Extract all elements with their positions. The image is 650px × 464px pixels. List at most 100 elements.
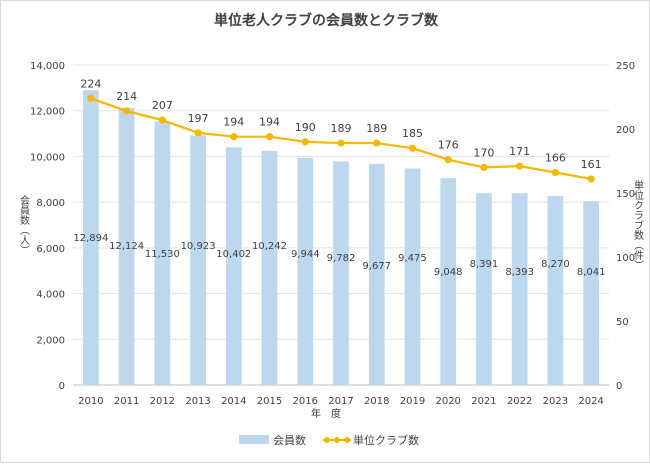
line-point <box>480 163 488 171</box>
bar <box>333 161 349 385</box>
x-tick-label: 2021 <box>471 396 496 407</box>
left-tick-label: 10,000 <box>30 152 65 163</box>
bar-data-label: 11,530 <box>145 249 180 260</box>
left-axis-ticks: 0 2,000 4,000 6,000 8,000 10,000 12,000 14,000 <box>30 61 65 392</box>
line-point <box>587 175 595 183</box>
bar <box>297 157 314 385</box>
x-tick-label: 2014 <box>221 396 246 407</box>
bar <box>118 107 135 385</box>
right-tick-label: 150 <box>616 189 635 200</box>
left-axis-title: 会員数（人） <box>18 194 30 255</box>
line-data-label: 189 <box>331 122 352 135</box>
right-tick-label: 250 <box>616 61 635 72</box>
left-tick-label: 8,000 <box>36 198 65 209</box>
line-labels: 224 214 207 197 194 194 190 189 189 185 176 170 171 1… <box>80 77 601 171</box>
bar <box>190 135 206 385</box>
bar-data-label: 12,124 <box>109 241 144 252</box>
line-point <box>516 162 524 170</box>
bar-data-label: 8,393 <box>505 267 534 278</box>
line-point <box>87 94 95 102</box>
x-tick-label: 2015 <box>257 396 282 407</box>
legend-line-label: 単位クラブ数 <box>353 433 419 447</box>
bar <box>511 193 528 385</box>
line-data-label: 197 <box>188 112 209 125</box>
bar <box>225 147 242 385</box>
x-tick-label: 2011 <box>114 396 139 407</box>
legend: 会員数 単位クラブ数 <box>239 433 419 447</box>
x-tick-label: 2020 <box>435 396 460 407</box>
x-tick-label: 2024 <box>578 396 603 407</box>
bar <box>83 90 99 385</box>
line-data-label: 194 <box>259 116 280 129</box>
x-axis-title: 年 度 <box>311 407 341 420</box>
bar <box>154 121 171 385</box>
bar <box>583 201 599 385</box>
bar-data-label: 9,048 <box>434 267 463 278</box>
x-tick-label: 2013 <box>185 396 210 407</box>
left-tick-label: 12,000 <box>30 107 65 118</box>
bar-data-label: 8,270 <box>541 259 570 270</box>
right-tick-label: 200 <box>616 125 635 136</box>
line-point <box>551 168 560 177</box>
bar <box>547 195 564 385</box>
line-point <box>230 133 238 141</box>
left-tick-label: 0 <box>59 381 65 392</box>
line-data-label: 189 <box>366 122 387 135</box>
left-tick-label: 2,000 <box>36 335 65 346</box>
line-point <box>265 133 274 141</box>
line-point <box>337 139 345 147</box>
bar-data-label: 10,923 <box>181 241 216 252</box>
bar-data-label: 8,391 <box>470 259 499 270</box>
bar <box>476 193 492 385</box>
bar-data-label: 10,242 <box>252 241 287 252</box>
right-axis-title: 単位クラブ数（件） <box>632 179 644 270</box>
legend-line-marker <box>334 437 340 443</box>
left-tick-label: 4,000 <box>36 290 65 301</box>
x-tick-label: 2017 <box>328 396 353 407</box>
bar-data-label: 9,677 <box>362 261 391 272</box>
bar-data-label: 8,041 <box>577 267 606 278</box>
x-tick-label: 2019 <box>400 396 425 407</box>
line-point <box>444 156 452 164</box>
line-data-label: 185 <box>402 127 423 140</box>
legend-line-marker <box>324 437 330 443</box>
right-tick-label: 100 <box>616 253 635 264</box>
bar-data-label: 9,475 <box>398 253 427 264</box>
bar <box>404 168 421 385</box>
legend-line-marker <box>344 437 350 443</box>
line-data-label: 166 <box>545 152 566 165</box>
left-tick-label: 14,000 <box>30 61 65 72</box>
bar-data-label: 9,944 <box>291 249 320 260</box>
line-point <box>373 139 381 147</box>
line-data-label: 190 <box>295 121 316 134</box>
x-tick-label: 2012 <box>150 396 175 407</box>
legend-bar-label: 会員数 <box>273 434 306 447</box>
bar-data-label: 12,894 <box>73 233 108 244</box>
bar <box>368 163 385 385</box>
line-data-label: 224 <box>80 77 101 90</box>
right-tick-label: 50 <box>616 317 629 328</box>
line-point <box>123 107 131 115</box>
line-data-label: 176 <box>438 139 459 152</box>
bar <box>261 150 278 385</box>
bar-data-label: 10,402 <box>216 249 251 260</box>
line-point <box>158 116 166 124</box>
bar <box>440 178 457 385</box>
line-data-label: 171 <box>509 145 530 158</box>
line-data-label: 161 <box>581 158 602 171</box>
line-point <box>301 138 309 146</box>
line-data-label: 194 <box>223 116 244 129</box>
x-tick-label: 2018 <box>364 396 389 407</box>
line-point <box>408 144 417 152</box>
x-tick-label: 2010 <box>78 396 103 407</box>
x-tick-label: 2016 <box>293 396 318 407</box>
bars <box>83 90 599 385</box>
right-axis-ticks: 0 50 100 150 200 250 <box>616 61 635 392</box>
right-tick-label: 0 <box>616 381 622 392</box>
x-tick-label: 2023 <box>543 396 568 407</box>
x-axis-ticks: 2010 2011 2012 2013 2014 2015 2016 2017 2018 2019… <box>78 396 604 407</box>
line-data-label: 207 <box>152 99 173 112</box>
